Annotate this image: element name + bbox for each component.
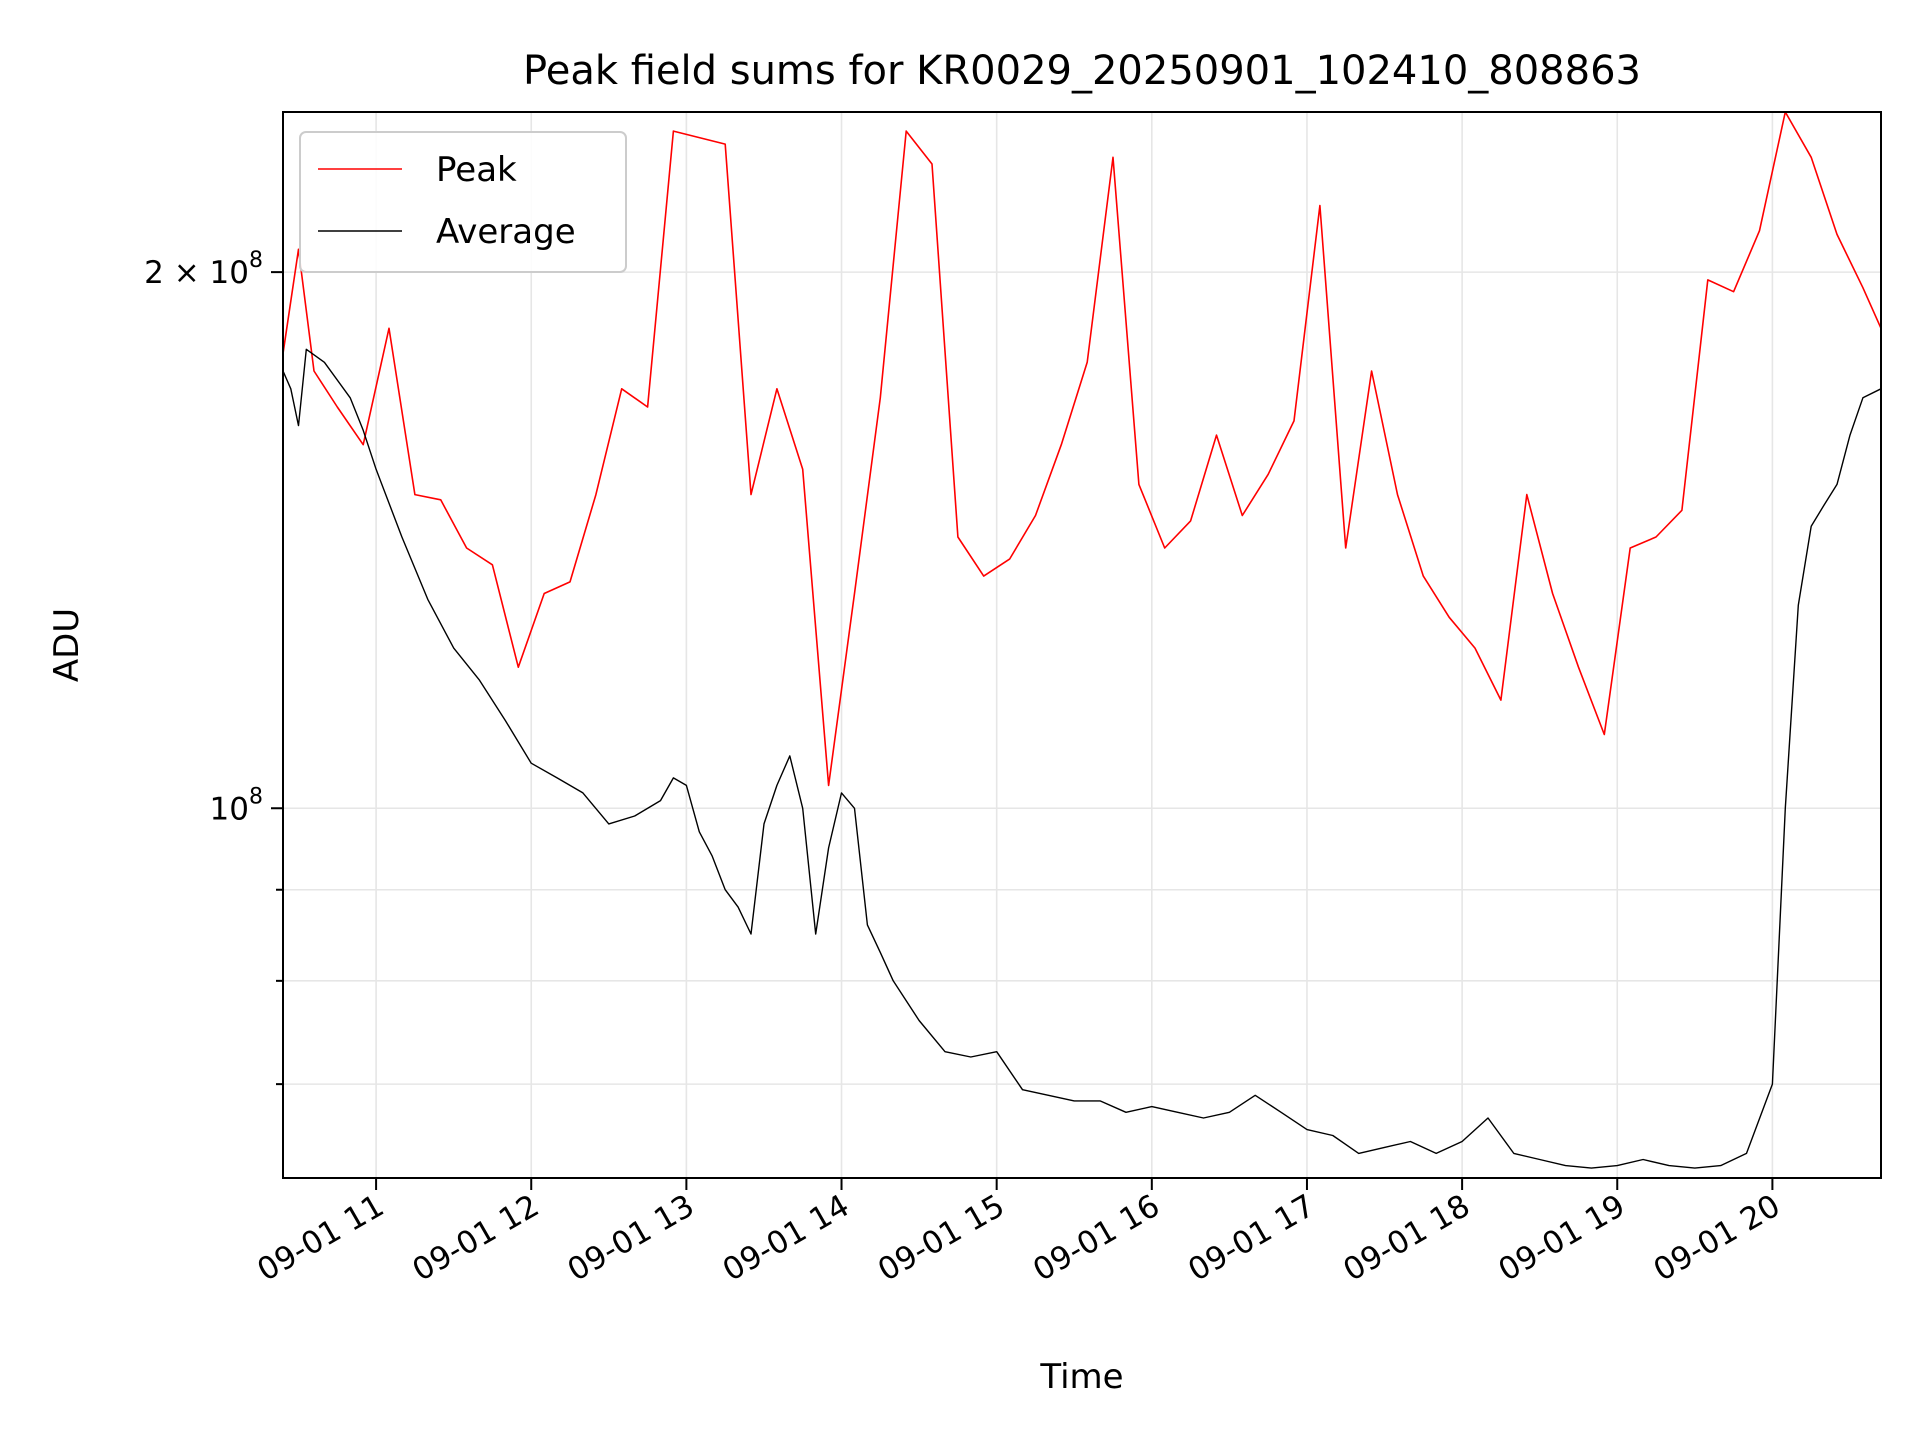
- plot-frame: [282, 111, 1882, 1179]
- y-axis-label: ADU: [47, 608, 87, 682]
- legend-box: [299, 131, 627, 273]
- y-tick-label-part: 8: [249, 248, 263, 273]
- chart-title: Peak field sums for KR0029_20250901_1024…: [523, 48, 1641, 94]
- x-axis-label: Time: [1039, 1357, 1123, 1397]
- grid-lines: [283, 112, 1881, 1178]
- y-tick-label: 2 × 108: [144, 248, 263, 291]
- series-layer: [283, 112, 1881, 1169]
- legend-label-average: Average: [436, 212, 576, 252]
- y-tick-label-part: 10: [210, 791, 249, 827]
- legend-label-peak: Peak: [436, 150, 517, 190]
- y-tick-label-part: 8: [249, 784, 263, 809]
- y-tick-label-part: 10: [210, 255, 249, 291]
- series-line-average: [283, 348, 1881, 1169]
- y-tick-label-part: 2 ×: [144, 255, 209, 291]
- legend: Peak Average: [299, 131, 627, 273]
- series-line-peak: [283, 112, 1881, 787]
- y-tick-label: 108: [210, 784, 263, 827]
